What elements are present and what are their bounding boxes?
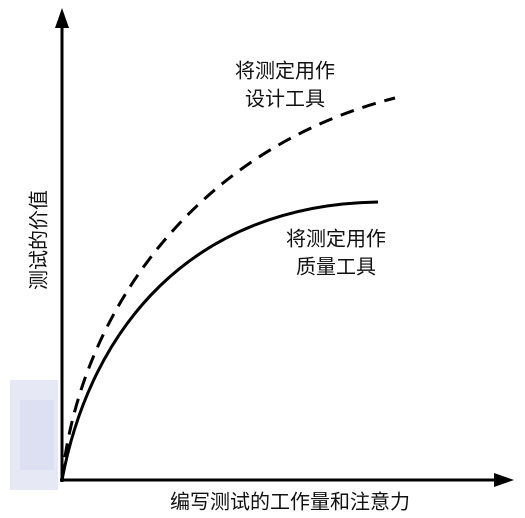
- y-axis-arrow: [55, 8, 69, 28]
- design-tool-curve: [60, 96, 396, 481]
- curve-label: 将测定用作: [286, 227, 386, 251]
- background-smudge: [20, 400, 54, 470]
- curve-label: 质量工具: [296, 255, 376, 279]
- quality-tool-curve: [60, 200, 379, 481]
- y-axis-label: 测试的价值: [27, 190, 51, 290]
- x-axis-arrow: [494, 473, 514, 487]
- curve-label: 将测定用作: [235, 59, 335, 83]
- x-axis-label: 编写测试的工作量和注意力: [170, 490, 410, 514]
- curve-label: 设计工具: [245, 87, 325, 111]
